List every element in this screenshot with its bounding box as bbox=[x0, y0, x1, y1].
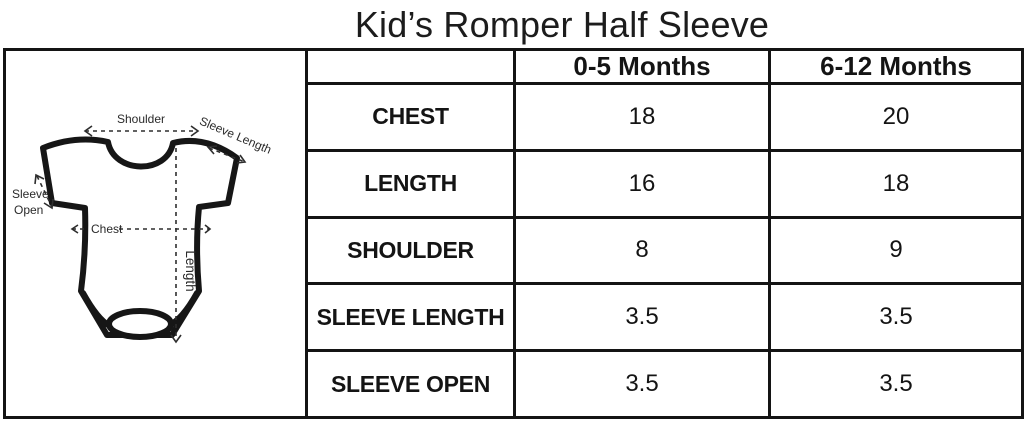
length-arrowhead-bottom bbox=[170, 334, 182, 344]
chest-tick-left bbox=[70, 224, 79, 234]
content-area: Shoulder Sleeve Length Sleeve Open Chest… bbox=[3, 48, 1024, 419]
sleeve-open-value-6-12: 3.5 bbox=[768, 349, 1024, 419]
table-row-length: LENGTH 16 18 bbox=[305, 148, 1024, 219]
sleeve-length-arrowhead-left bbox=[206, 145, 218, 155]
column-header-6-12-months: 6-12 Months bbox=[768, 48, 1024, 85]
page-title: Kid’s Romper Half Sleeve bbox=[354, 4, 770, 45]
shoulder-label: Shoulder bbox=[117, 112, 165, 126]
sleeve-open-arrowhead-top bbox=[34, 173, 45, 185]
header-row: 0-5 Months 6-12 Months bbox=[305, 48, 1024, 85]
chest-label: Chest bbox=[91, 222, 123, 236]
shoulder-arrowhead-left bbox=[83, 125, 93, 137]
row-label-sleeve-length: SLEEVE LENGTH bbox=[305, 282, 516, 353]
length-value-6-12: 18 bbox=[768, 148, 1024, 219]
row-label-shoulder: SHOULDER bbox=[305, 215, 516, 286]
corner-cell bbox=[305, 48, 516, 85]
row-label-length: LENGTH bbox=[305, 148, 516, 219]
romper-measurement-diagram: Shoulder Sleeve Length Sleeve Open Chest… bbox=[3, 48, 305, 419]
shoulder-arrowhead-right bbox=[190, 125, 200, 137]
row-label-chest: CHEST bbox=[305, 82, 516, 152]
table-row-sleeve-length: SLEEVE LENGTH 3.5 3.5 bbox=[305, 282, 1024, 353]
chest-value-6-12: 20 bbox=[768, 82, 1024, 152]
romper-outline bbox=[40, 136, 240, 338]
sleeve-open-value-0-5: 3.5 bbox=[513, 349, 771, 419]
length-value-0-5: 16 bbox=[513, 148, 771, 219]
sleeve-open-label-line1: Sleeve bbox=[12, 187, 49, 201]
crotch-flap bbox=[106, 308, 174, 340]
sleeve-length-value-6-12: 3.5 bbox=[768, 282, 1024, 353]
length-label: Length bbox=[183, 250, 198, 291]
sleeve-open-arrow bbox=[36, 175, 53, 208]
shoulder-value-0-5: 8 bbox=[513, 215, 771, 286]
romper-diagram-svg: Shoulder Sleeve Length Sleeve Open Chest… bbox=[12, 112, 274, 344]
sleeve-open-arrowhead-bottom bbox=[43, 198, 54, 210]
chest-tick-right bbox=[204, 224, 212, 234]
row-label-sleeve-open: SLEEVE OPEN bbox=[305, 349, 516, 419]
sleeve-length-value-0-5: 3.5 bbox=[513, 282, 771, 353]
sleeve-length-arrowhead-right bbox=[236, 154, 247, 164]
table-row-sleeve-open: SLEEVE OPEN 3.5 3.5 bbox=[305, 349, 1024, 419]
table-row-shoulder: SHOULDER 8 9 bbox=[305, 215, 1024, 286]
chest-value-0-5: 18 bbox=[513, 82, 771, 152]
column-header-0-5-months: 0-5 Months bbox=[513, 48, 771, 85]
sleeve-length-arrow bbox=[208, 147, 246, 163]
sleeve-open-label-line2: Open bbox=[14, 203, 43, 217]
size-chart-table: 0-5 Months 6-12 Months CHEST 18 20 LENGT… bbox=[305, 48, 1024, 419]
table-row-chest: CHEST 18 20 bbox=[305, 82, 1024, 152]
shoulder-value-6-12: 9 bbox=[768, 215, 1024, 286]
